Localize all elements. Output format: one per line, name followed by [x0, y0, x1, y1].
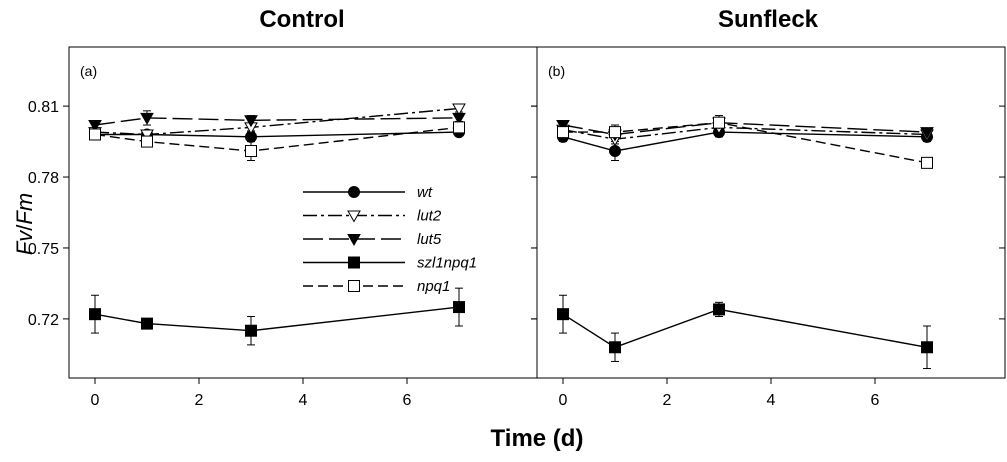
series-line-szl1npq1	[562, 308, 928, 349]
legend-label-szl1npq1: szl1npq1	[417, 255, 477, 272]
x-tick-label: 6	[403, 392, 412, 409]
series-control	[88, 103, 466, 346]
legend-label-lut5: lut5	[417, 231, 442, 248]
panel-title-sunfleck: Sunfleck	[718, 6, 819, 33]
data-point-npq1	[89, 128, 101, 141]
data-point-szl1npq1	[713, 303, 725, 316]
data-point-lut5	[556, 120, 570, 133]
legend-label-lut2: lut2	[417, 208, 442, 225]
series-line-lut5	[562, 121, 928, 136]
data-point-npq1	[141, 135, 153, 148]
data-point-szl1npq1	[921, 341, 933, 354]
panel-frame-control	[68, 46, 538, 379]
y-axis-label-fm: Fm	[12, 193, 37, 225]
x-tick-label: 4	[767, 392, 776, 409]
series-line-lut2	[562, 126, 928, 140]
panel-label-b: (b)	[548, 63, 565, 79]
y-axis-label: Fv/Fm	[12, 193, 37, 255]
y-tick-label: 0.78	[28, 170, 59, 187]
data-point-lut5	[140, 112, 154, 125]
data-point-lut2	[452, 103, 466, 116]
legend-marker-szl1npq1	[348, 256, 360, 269]
data-point-lut2	[140, 129, 154, 142]
data-point-szl1npq1	[141, 317, 153, 330]
series-line-lut2	[94, 107, 460, 136]
series-line-npq1	[563, 121, 928, 164]
data-point-npq1	[713, 116, 725, 129]
data-point-wt	[609, 145, 621, 158]
data-point-lut5	[452, 112, 466, 125]
legend-marker-npq1	[348, 280, 360, 292]
data-point-npq1	[557, 126, 569, 139]
data-point-lut5	[920, 127, 934, 140]
data-point-szl1npq1	[89, 308, 101, 321]
legend-marker-lut5	[347, 234, 361, 247]
x-tick-label: 0	[559, 392, 568, 409]
series-line-npq1	[94, 126, 460, 152]
data-point-szl1npq1	[453, 301, 465, 314]
x-axis-label: Time (d)	[491, 425, 584, 452]
y-axis-label-slash: /	[12, 224, 37, 231]
data-point-npq1	[921, 156, 933, 169]
legend-label-npq1: npq1	[417, 278, 450, 295]
series-line-lut5	[94, 117, 460, 126]
y-tick-label: 0.72	[28, 312, 59, 329]
svg-text:Fv/Fm: Fv/Fm	[12, 193, 37, 255]
panel-title-control: Control	[259, 6, 344, 33]
x-tick-label: 0	[91, 392, 100, 409]
data-point-npq1	[609, 126, 621, 139]
data-point-npq1	[245, 145, 257, 158]
series-sunfleck	[556, 115, 934, 370]
panel-frame-sunfleck	[536, 46, 1006, 379]
x-tick-label: 2	[195, 392, 204, 409]
legend: wt lut2 lut5 szl1npq1 npq1	[303, 184, 477, 295]
data-point-szl1npq1	[245, 324, 257, 337]
series-line-wt	[562, 131, 928, 152]
series-line-wt	[95, 131, 460, 138]
y-tick-label: 0.81	[28, 99, 59, 116]
panel-label-a: (a)	[80, 63, 97, 79]
legend-marker-wt	[348, 186, 360, 198]
x-tick-label: 2	[663, 392, 672, 409]
y-tick-label: 0.75	[28, 241, 59, 258]
data-point-szl1npq1	[609, 341, 621, 354]
x-tick-label: 4	[299, 392, 308, 409]
data-point-npq1	[453, 121, 465, 134]
data-point-szl1npq1	[557, 308, 569, 321]
data-point-lut5	[244, 115, 258, 128]
series-line-szl1npq1	[94, 306, 460, 332]
legend-marker-lut2	[347, 210, 361, 223]
y-axis-label-fv: Fv	[12, 229, 37, 255]
data-point-lut5	[88, 120, 102, 133]
legend-label-wt: wt	[417, 184, 433, 201]
x-tick-label: 6	[871, 392, 880, 409]
